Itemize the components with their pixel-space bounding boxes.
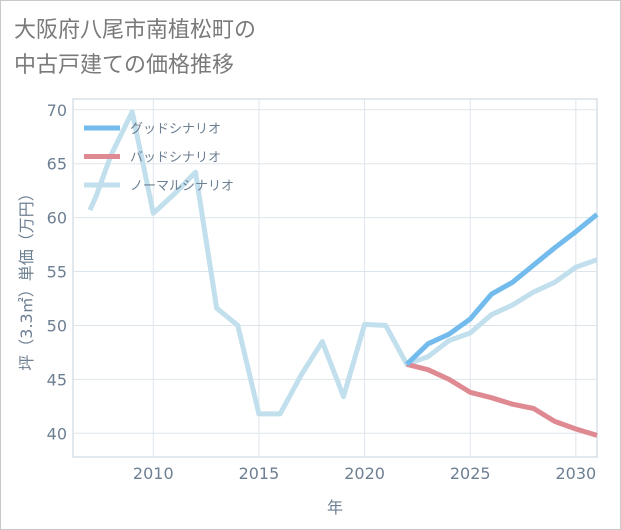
series-line-normal	[87, 109, 598, 417]
y-axis-label: 坪（3.3㎡）単価（万円）	[17, 185, 36, 370]
y-tick-label: 55	[47, 263, 67, 282]
chart-title-line-2: 中古戸建ての価格推移	[14, 53, 235, 78]
legend-label: グッドシナリオ	[130, 122, 221, 137]
series-line-good	[405, 212, 599, 367]
plot-area	[72, 98, 598, 458]
x-tick-label: 2015	[239, 464, 280, 483]
x-tick-label: 2030	[556, 464, 597, 483]
series-line-bad	[406, 361, 598, 438]
chart-title: 大阪府八尾市南植松町の 中古戸建ての価格推移	[14, 13, 256, 83]
y-tick-label: 40	[47, 424, 67, 443]
chart-title-line-1: 大阪府八尾市南植松町の	[14, 18, 257, 43]
x-axis-label: 年	[327, 498, 343, 517]
x-tick-label: 2010	[133, 464, 174, 483]
y-tick-label: 45	[47, 370, 67, 389]
x-tick-label: 2025	[450, 464, 491, 483]
y-tick-label: 65	[47, 155, 67, 174]
y-tick-label: 50	[47, 316, 67, 335]
legend-label: バッドシナリオ	[130, 151, 221, 166]
y-tick-label: 60	[47, 209, 67, 228]
x-tick-label: 2020	[344, 464, 385, 483]
y-tick-label: 70	[47, 101, 67, 120]
legend-label: ノーマルシナリオ	[130, 179, 234, 194]
